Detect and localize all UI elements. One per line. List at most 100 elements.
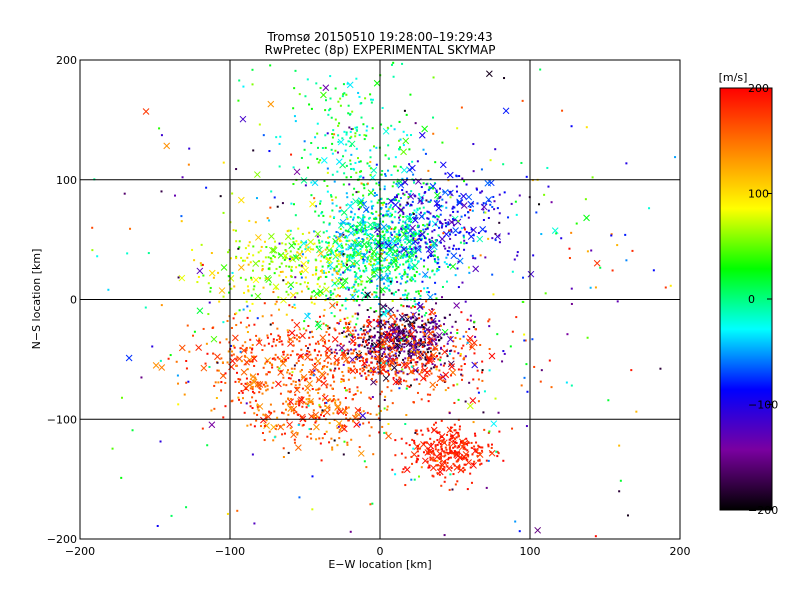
- scatter-point: [426, 348, 429, 351]
- scatter-point: [339, 273, 342, 276]
- x-tick-label: 200: [670, 545, 691, 558]
- scatter-point: [358, 95, 361, 98]
- scatter-point: [423, 331, 426, 334]
- scatter-point: [310, 295, 313, 298]
- scatter-point: [331, 399, 334, 402]
- scatter-point: [446, 355, 449, 358]
- scatter-point: [242, 85, 245, 88]
- scatter-point: [402, 468, 405, 471]
- scatter-point: [428, 342, 431, 345]
- scatter-point: [327, 265, 330, 268]
- scatter-marker-x: [318, 370, 326, 378]
- scatter-point: [344, 299, 347, 302]
- scatter-point: [390, 227, 393, 230]
- scatter-point: [406, 362, 409, 365]
- scatter-point: [433, 338, 436, 341]
- scatter-point: [423, 338, 426, 341]
- scatter-marker-x: [534, 526, 542, 534]
- scatter-point: [463, 239, 466, 242]
- scatter-point: [434, 293, 437, 296]
- scatter-point: [294, 380, 297, 383]
- scatter-point: [298, 402, 301, 405]
- scatter-point: [430, 355, 433, 358]
- scatter-point: [291, 371, 294, 374]
- scatter-point: [412, 401, 415, 404]
- scatter-point: [337, 134, 340, 137]
- scatter-point: [314, 416, 317, 419]
- scatter-point: [298, 264, 301, 267]
- scatter-point: [404, 293, 407, 296]
- scatter-point: [518, 194, 521, 197]
- scatter-point: [452, 247, 455, 250]
- scatter-point: [352, 285, 355, 288]
- scatter-point: [472, 239, 475, 242]
- scatter-point: [369, 367, 372, 370]
- scatter-point: [457, 352, 460, 355]
- scatter-point: [472, 257, 475, 260]
- scatter-point: [422, 148, 425, 151]
- scatter-point: [440, 347, 443, 350]
- scatter-point: [448, 441, 451, 444]
- scatter-point: [487, 459, 490, 462]
- scatter-point: [353, 253, 356, 256]
- scatter-point: [263, 439, 266, 442]
- scatter-point: [334, 367, 337, 370]
- scatter-point: [224, 372, 227, 375]
- scatter-point: [323, 365, 326, 368]
- scatter-point: [437, 335, 440, 338]
- scatter-point: [391, 468, 394, 471]
- scatter-marker-x: [340, 351, 348, 359]
- scatter-point: [346, 260, 349, 263]
- scatter-point: [290, 367, 293, 370]
- scatter-point: [401, 177, 404, 180]
- scatter-point: [217, 271, 220, 274]
- scatter-point: [465, 442, 468, 445]
- scatter-point: [278, 367, 281, 370]
- scatter-point: [339, 104, 342, 107]
- scatter-point: [416, 160, 419, 163]
- scatter-point: [408, 213, 411, 216]
- scatter-point: [343, 130, 346, 133]
- scatter-point: [448, 232, 451, 235]
- scatter-point: [285, 283, 288, 286]
- scatter-point: [369, 149, 372, 152]
- scatter-point: [452, 446, 455, 449]
- scatter-point: [404, 357, 407, 360]
- scatter-marker-x: [320, 91, 327, 99]
- scatter-point: [420, 202, 423, 205]
- scatter-point: [436, 262, 439, 265]
- scatter-point: [442, 379, 445, 382]
- scatter-point: [329, 291, 332, 294]
- scatter-point: [395, 182, 398, 185]
- scatter-point: [478, 445, 481, 448]
- scatter-point: [407, 224, 410, 227]
- scatter-point: [390, 233, 393, 236]
- scatter-point: [270, 190, 273, 193]
- scatter-point: [398, 336, 401, 339]
- scatter-point: [343, 270, 346, 273]
- scatter-point: [311, 335, 314, 338]
- scatter-point: [417, 454, 420, 457]
- scatter-point: [376, 362, 379, 365]
- scatter-point: [217, 381, 220, 384]
- scatter-point: [360, 344, 363, 347]
- scatter-point: [399, 239, 402, 242]
- scatter-point: [444, 461, 447, 464]
- scatter-point: [399, 377, 402, 380]
- scatter-point: [414, 329, 417, 332]
- scatter-point: [370, 200, 373, 203]
- scatter-point: [288, 372, 291, 375]
- scatter-point: [405, 380, 408, 383]
- scatter-point: [346, 316, 349, 319]
- scatter-point: [401, 274, 404, 277]
- scatter-point: [211, 327, 214, 330]
- scatter-marker-x: [408, 330, 415, 338]
- scatter-point: [266, 217, 269, 220]
- x-tick-label: 100: [520, 545, 541, 558]
- scatter-point: [419, 339, 422, 342]
- scatter-marker-x: [411, 216, 419, 224]
- scatter-point: [344, 229, 347, 232]
- scatter-point: [268, 371, 271, 374]
- scatter-point: [285, 313, 288, 316]
- scatter-point: [459, 353, 462, 356]
